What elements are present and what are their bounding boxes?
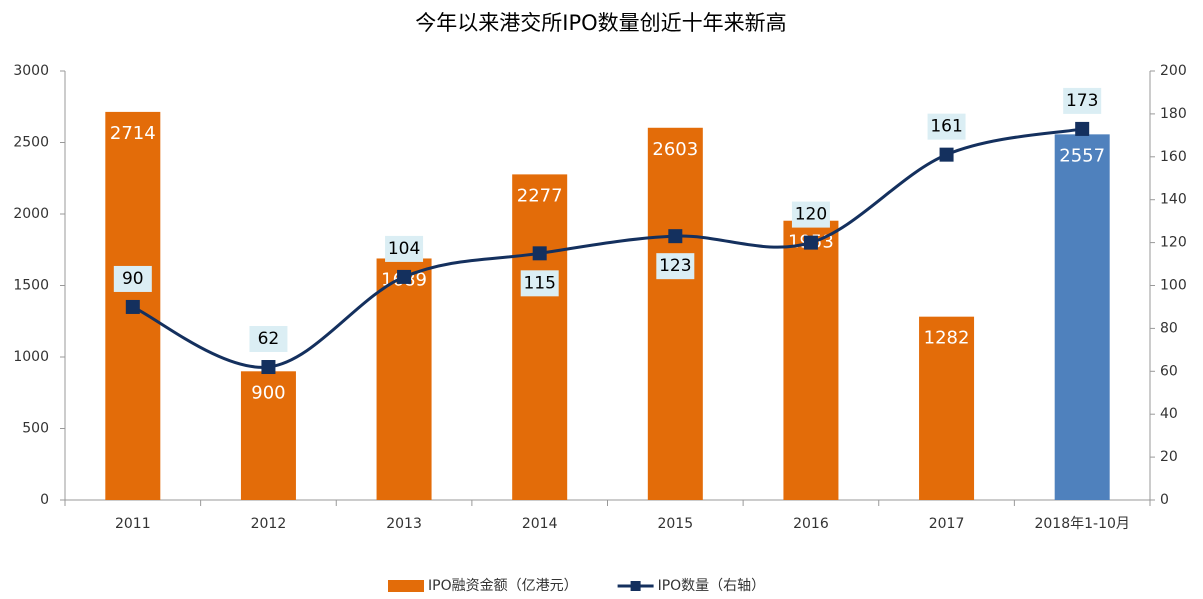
line-marker bbox=[939, 147, 954, 162]
x-tick-label: 2014 bbox=[522, 516, 558, 532]
y2-tick-label: 100 bbox=[1160, 278, 1187, 294]
line-value-label: 115 bbox=[523, 273, 555, 293]
line-value-label: 120 bbox=[795, 205, 827, 225]
bar bbox=[1054, 134, 1110, 500]
y-tick-label: 2500 bbox=[13, 135, 49, 151]
x-tick-label: 2016 bbox=[793, 516, 829, 532]
line-value-label: 104 bbox=[388, 239, 420, 259]
line-label-box bbox=[520, 270, 559, 297]
line-value-label: 90 bbox=[122, 269, 144, 289]
line-label-box bbox=[249, 326, 288, 353]
legend-label: IPO融资金额（亿港元） bbox=[428, 578, 578, 594]
legend-label: IPO数量（右轴） bbox=[658, 578, 766, 594]
y2-tick-label: 140 bbox=[1160, 192, 1187, 208]
line-marker bbox=[261, 360, 276, 375]
line-value-label: 62 bbox=[258, 329, 280, 349]
y-tick-label: 1500 bbox=[13, 278, 49, 294]
line-marker bbox=[1075, 121, 1090, 136]
bar bbox=[647, 127, 703, 501]
line-label-box bbox=[385, 235, 424, 262]
x-tick-label: 2017 bbox=[929, 516, 965, 532]
y2-tick-label: 40 bbox=[1160, 406, 1178, 422]
y-tick-label: 3000 bbox=[13, 63, 49, 79]
y2-tick-label: 180 bbox=[1160, 106, 1187, 122]
line-label-box bbox=[1063, 87, 1102, 114]
line-label-box bbox=[791, 201, 830, 228]
bar-value-label: 1282 bbox=[924, 328, 970, 349]
bar-value-label: 2603 bbox=[652, 139, 698, 160]
legend-swatch bbox=[630, 581, 641, 591]
bar bbox=[512, 174, 568, 500]
y2-tick-label: 120 bbox=[1160, 235, 1187, 251]
bar-value-label: 2557 bbox=[1059, 145, 1105, 166]
y-tick-label: 2000 bbox=[13, 206, 49, 222]
x-tick-label: 2011 bbox=[115, 516, 151, 532]
x-tick-label: 2018年1-10月 bbox=[1034, 516, 1129, 532]
x-tick-label: 2012 bbox=[251, 516, 287, 532]
line-value-label: 161 bbox=[930, 117, 962, 137]
y2-tick-label: 200 bbox=[1160, 63, 1187, 79]
bar bbox=[240, 371, 296, 500]
bar-value-label: 900 bbox=[251, 382, 285, 403]
line-marker bbox=[803, 235, 818, 250]
y-tick-label: 1000 bbox=[13, 349, 49, 365]
bar-value-label: 2714 bbox=[110, 123, 156, 144]
bar bbox=[783, 220, 839, 500]
chart-title: 今年以来港交所IPO数量创近十年来新高 bbox=[415, 11, 786, 35]
line-value-label: 173 bbox=[1066, 91, 1098, 111]
bar bbox=[376, 258, 432, 500]
bar-value-label: 2277 bbox=[517, 185, 563, 206]
line-marker bbox=[125, 299, 140, 314]
line-value-label: 123 bbox=[659, 256, 691, 276]
line-label-box bbox=[113, 265, 152, 292]
y2-tick-label: 60 bbox=[1160, 363, 1178, 379]
y2-tick-label: 0 bbox=[1160, 492, 1169, 508]
y2-tick-label: 20 bbox=[1160, 449, 1178, 465]
line-label-box bbox=[656, 253, 695, 280]
x-tick-label: 2015 bbox=[657, 516, 693, 532]
y2-tick-label: 160 bbox=[1160, 149, 1187, 165]
line-label-box bbox=[927, 113, 966, 140]
legend-swatch bbox=[388, 580, 424, 592]
line-marker bbox=[668, 229, 683, 244]
line-marker bbox=[532, 246, 547, 261]
y-tick-label: 500 bbox=[22, 421, 49, 437]
y-tick-label: 0 bbox=[40, 492, 49, 508]
line-marker bbox=[397, 269, 412, 284]
y2-tick-label: 80 bbox=[1160, 320, 1178, 336]
line bbox=[132, 127, 1083, 369]
x-tick-label: 2013 bbox=[386, 516, 422, 532]
bar bbox=[919, 316, 975, 500]
